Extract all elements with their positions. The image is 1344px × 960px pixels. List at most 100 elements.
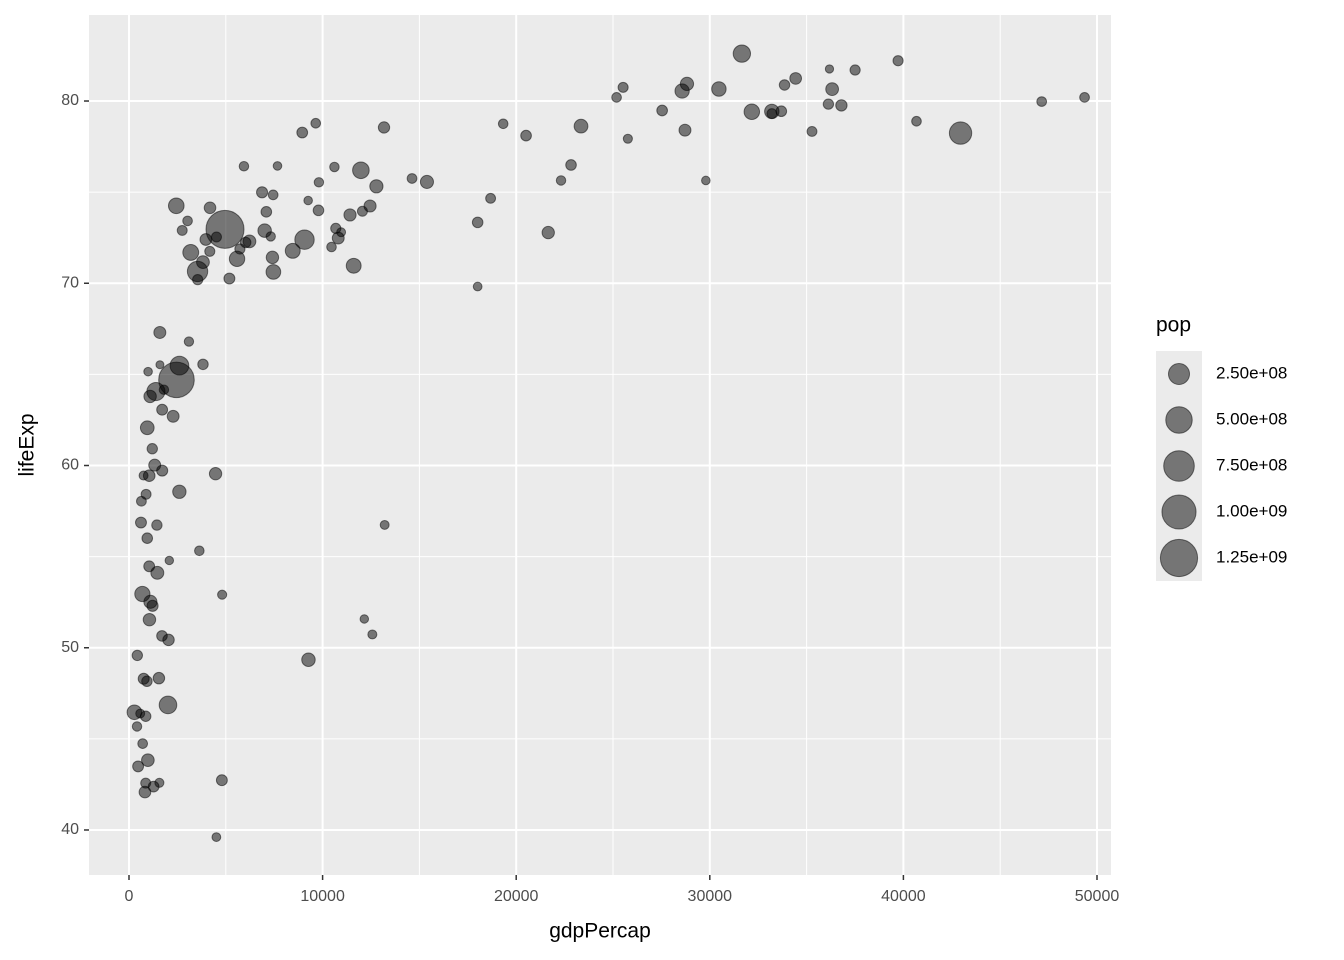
x-tick-label: 30000 (688, 888, 733, 905)
point (303, 195, 313, 206)
point (472, 281, 483, 292)
point (203, 201, 217, 215)
x-tick-label: 20000 (494, 888, 539, 905)
point (406, 173, 418, 184)
point (379, 519, 390, 530)
point (166, 409, 180, 423)
point (301, 652, 316, 668)
point (611, 92, 622, 103)
legend-label: 5.00e+08 (1216, 409, 1287, 428)
point (732, 44, 752, 63)
legend-key (1165, 406, 1193, 434)
y-tick-label: 80 (61, 92, 79, 109)
point (148, 458, 162, 472)
point (260, 206, 273, 218)
point (948, 121, 973, 145)
point (150, 565, 165, 580)
point (151, 519, 163, 531)
point (211, 832, 222, 842)
point (196, 255, 210, 270)
y-tick-label: 40 (61, 821, 79, 838)
point (141, 532, 154, 545)
point (1079, 92, 1090, 103)
point (265, 250, 280, 265)
point (806, 126, 818, 137)
point (137, 738, 149, 749)
point (701, 175, 711, 186)
legend-key (1159, 538, 1199, 578)
point (158, 384, 170, 395)
point (143, 366, 153, 377)
point (156, 630, 168, 642)
legend-label: 2.50e+08 (1216, 363, 1287, 382)
point (142, 469, 156, 483)
point (147, 780, 160, 793)
point (142, 612, 157, 627)
point (152, 671, 166, 685)
point (296, 126, 309, 139)
point (164, 555, 175, 566)
point (135, 516, 147, 529)
point (764, 103, 780, 120)
x-tick-label: 50000 (1075, 888, 1120, 905)
point (835, 99, 848, 112)
point (223, 272, 236, 285)
point (419, 174, 435, 189)
point (215, 774, 228, 787)
point (132, 760, 145, 773)
point (743, 103, 761, 121)
point (217, 589, 228, 600)
point (497, 118, 509, 130)
point (267, 189, 279, 201)
point (197, 358, 209, 371)
point (265, 264, 282, 280)
point (183, 336, 195, 347)
point (176, 224, 188, 236)
point (822, 98, 835, 110)
point (294, 229, 315, 250)
point (345, 257, 362, 274)
points (126, 44, 1090, 842)
point (205, 209, 245, 249)
point (1036, 96, 1048, 107)
legend-label: 7.50e+08 (1216, 455, 1287, 474)
point (678, 123, 692, 137)
point (471, 216, 484, 229)
y-tick-label: 70 (61, 274, 79, 291)
y-tick-label: 50 (61, 639, 79, 656)
point (622, 133, 633, 144)
legend-key (1163, 450, 1195, 482)
point (182, 215, 193, 227)
point (485, 192, 497, 204)
legend-key (1161, 494, 1197, 530)
point (377, 121, 391, 134)
point (131, 721, 143, 732)
point (141, 675, 153, 688)
point (789, 72, 803, 85)
point (131, 649, 144, 662)
y-tick-label: 60 (61, 457, 79, 474)
point (139, 710, 152, 722)
point (367, 629, 378, 640)
point (824, 64, 835, 74)
point (541, 225, 555, 240)
legend-key (1167, 362, 1191, 386)
point (329, 161, 340, 173)
point (520, 129, 532, 142)
point (208, 467, 223, 481)
point (313, 177, 325, 188)
point (679, 76, 695, 92)
point (326, 241, 337, 253)
point (143, 560, 156, 573)
point (825, 82, 840, 97)
point (892, 55, 904, 67)
point (169, 355, 190, 376)
point (256, 186, 269, 199)
y-axis-title: lifeExp (16, 413, 39, 476)
point (778, 79, 791, 91)
point (849, 64, 861, 76)
x-axis-title: gdpPercap (549, 920, 651, 943)
point (172, 484, 187, 499)
point (617, 81, 629, 93)
